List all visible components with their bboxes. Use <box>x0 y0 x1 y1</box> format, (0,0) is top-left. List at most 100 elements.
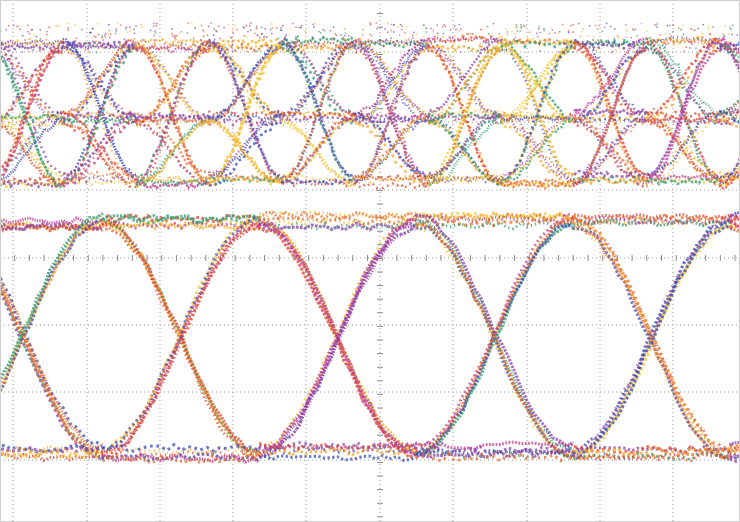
noise-speck <box>102 47 104 49</box>
noise-speck <box>193 39 195 41</box>
noise-speck <box>19 28 21 30</box>
noise-speck <box>507 34 509 36</box>
noise-speck <box>414 41 416 43</box>
noise-speck <box>249 25 251 27</box>
noise-speck <box>336 35 338 37</box>
noise-speck <box>423 36 425 38</box>
noise-speck <box>27 31 29 33</box>
noise-speck <box>102 35 104 37</box>
noise-speck <box>654 24 656 26</box>
noise-speck <box>61 51 63 53</box>
noise-speck <box>583 28 585 30</box>
noise-speck <box>318 43 320 45</box>
noise-speck <box>484 49 486 51</box>
noise-speck <box>263 36 265 38</box>
noise-speck <box>601 42 603 44</box>
noise-speck <box>254 33 256 35</box>
noise-speck <box>266 36 268 38</box>
noise-speck <box>46 34 48 36</box>
noise-speck <box>614 28 616 30</box>
noise-speck <box>232 30 234 32</box>
noise-speck <box>256 28 258 30</box>
noise-speck <box>487 50 489 52</box>
noise-speck <box>390 30 392 32</box>
noise-speck <box>397 26 399 28</box>
noise-speck <box>635 29 637 31</box>
noise-speck <box>209 48 211 50</box>
noise-speck <box>642 42 644 44</box>
noise-speck <box>131 50 133 52</box>
noise-speck <box>573 51 575 53</box>
noise-speck <box>717 47 719 49</box>
noise-speck <box>532 38 534 40</box>
noise-speck <box>346 46 348 48</box>
noise-speck <box>646 30 648 32</box>
noise-speck <box>725 45 727 47</box>
noise-speck <box>140 24 142 26</box>
noise-speck <box>595 50 597 52</box>
noise-speck <box>256 26 258 28</box>
noise-speck <box>58 25 60 27</box>
noise-speck <box>40 38 42 40</box>
noise-speck <box>29 51 31 53</box>
noise-speck <box>11 39 13 41</box>
noise-speck <box>318 31 320 33</box>
noise-speck <box>195 28 197 30</box>
noise-speck <box>96 52 98 54</box>
noise-speck <box>669 33 671 35</box>
noise-speck <box>242 49 244 51</box>
noise-speck <box>101 37 103 39</box>
noise-speck <box>133 49 135 51</box>
noise-speck <box>227 49 229 51</box>
noise-speck <box>115 33 117 35</box>
noise-speck <box>556 40 558 42</box>
noise-speck <box>313 26 315 28</box>
noise-speck <box>393 24 395 26</box>
noise-speck <box>390 37 392 39</box>
noise-speck <box>153 35 155 37</box>
noise-speck <box>708 28 710 30</box>
noise-speck <box>568 30 570 32</box>
noise-speck <box>632 28 634 30</box>
noise-speck <box>616 35 618 37</box>
noise-speck <box>247 31 249 33</box>
noise-speck <box>393 31 395 33</box>
noise-speck <box>56 25 58 27</box>
noise-speck <box>348 35 350 37</box>
noise-speck <box>276 42 278 44</box>
noise-speck <box>122 48 124 50</box>
noise-speck <box>364 47 366 49</box>
noise-speck <box>87 49 89 51</box>
noise-speck <box>271 33 273 35</box>
noise-speck <box>697 42 699 44</box>
noise-speck <box>536 33 538 35</box>
noise-speck <box>230 37 232 39</box>
noise-speck <box>442 26 444 28</box>
noise-speck <box>460 51 462 53</box>
noise-speck <box>335 33 337 35</box>
noise-speck <box>155 32 157 34</box>
noise-speck <box>78 43 80 45</box>
noise-speck <box>150 30 152 32</box>
noise-speck <box>28 38 30 40</box>
noise-speck <box>142 26 144 28</box>
noise-speck <box>321 46 323 48</box>
noise-speck <box>102 39 104 41</box>
noise-speck <box>708 26 710 28</box>
noise-speck <box>40 29 42 31</box>
noise-speck <box>624 42 626 44</box>
noise-speck <box>109 30 111 32</box>
noise-speck <box>234 26 236 28</box>
noise-speck <box>206 43 208 45</box>
noise-speck <box>660 34 662 36</box>
noise-speck <box>83 48 85 50</box>
noise-speck <box>725 25 727 27</box>
noise-speck <box>409 49 411 51</box>
noise-speck <box>523 25 525 27</box>
noise-speck <box>472 40 474 42</box>
noise-speck <box>689 47 691 49</box>
noise-speck <box>156 25 158 27</box>
noise-speck <box>633 30 635 32</box>
noise-speck <box>133 41 135 43</box>
noise-speck <box>463 36 465 38</box>
